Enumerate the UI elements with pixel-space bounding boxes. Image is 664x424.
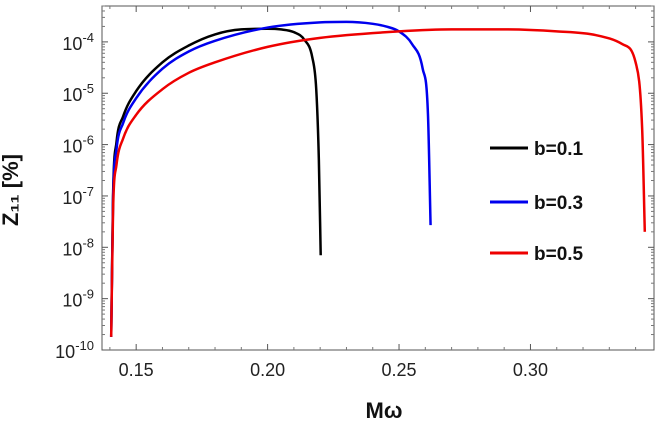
x-tick-label: 0.25 xyxy=(382,360,417,380)
plot-frame xyxy=(101,5,655,351)
series-line-2 xyxy=(109,20,432,337)
legend-label-1: b=0.1 xyxy=(534,139,584,160)
y-tick-label: 10-4 xyxy=(62,30,94,54)
x-tick-label: 0.30 xyxy=(513,360,548,380)
y-tick-label: 10-8 xyxy=(62,235,94,259)
x-tick-label: 0.15 xyxy=(119,360,154,380)
y-axis-ticks: 10-10 10-9 10-8 10-7 10-6 10-5 10-4 xyxy=(55,5,654,362)
series-line-3 xyxy=(109,28,647,337)
plot-border xyxy=(101,5,655,351)
legend-label-3: b=0.5 xyxy=(534,244,584,265)
legend-label-2: b=0.3 xyxy=(534,193,583,214)
x-tick-label: 0.20 xyxy=(250,360,285,380)
x-axis-ticks: 0.15 0.20 0.25 0.30 xyxy=(109,6,637,380)
series-line-1 xyxy=(109,27,322,337)
y-axis-label: Z₁₁ [%] xyxy=(0,154,23,226)
y-tick-label: 10-6 xyxy=(62,133,94,157)
y-tick-label: 10-7 xyxy=(62,184,94,208)
x-axis-label: Mω xyxy=(366,398,403,423)
legend: b=0.1 b=0.3 b=0.5 xyxy=(490,139,584,265)
y-tick-label: 10-10 xyxy=(55,338,94,362)
y-tick-label: 10-5 xyxy=(62,81,94,105)
y-tick-label: 10-9 xyxy=(62,287,94,311)
series-lines xyxy=(109,20,647,337)
